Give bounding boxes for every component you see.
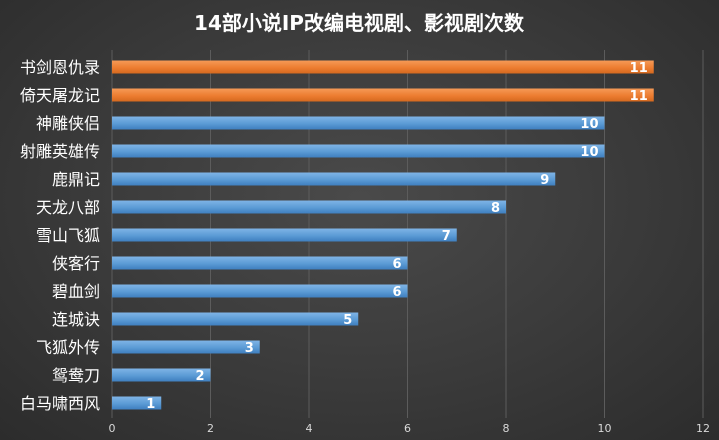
category-label: 鸳鸯刀: [52, 366, 100, 385]
data-label: 6: [392, 257, 401, 272]
data-label: 10: [580, 117, 598, 132]
bar: [112, 368, 211, 382]
data-label: 8: [491, 201, 500, 216]
category-label: 天龙八部: [36, 198, 100, 217]
bar: [112, 116, 605, 130]
bars: 11 11 10 10 9 8 7 6 6 5 3 2 1: [112, 60, 654, 412]
bar: [112, 256, 408, 270]
bar: [112, 144, 605, 158]
data-label: 1: [146, 397, 155, 412]
data-label: 11: [630, 61, 648, 76]
category-label: 雪山飞狐: [36, 226, 100, 245]
bar: [112, 396, 162, 410]
x-tick-label: 6: [404, 422, 411, 435]
x-tick-label: 12: [696, 422, 710, 435]
chart-title: 14部小说IP改编电视剧、影视剧次数: [194, 11, 525, 35]
bar: [112, 172, 556, 186]
data-label: 7: [442, 229, 451, 244]
bar: [112, 228, 457, 242]
x-tick-label: 0: [109, 422, 116, 435]
x-tick-label: 10: [598, 422, 612, 435]
bar: [112, 340, 260, 354]
data-label: 2: [195, 369, 204, 384]
category-label: 射雕英雄传: [20, 142, 100, 161]
category-label: 连城诀: [52, 310, 100, 329]
x-tick-label: 8: [503, 422, 510, 435]
data-label: 11: [630, 89, 648, 104]
bar: [112, 200, 506, 214]
category-label: 白马啸西风: [20, 394, 100, 413]
category-label: 侠客行: [52, 254, 100, 273]
data-label: 6: [392, 285, 401, 300]
bar: [112, 88, 654, 102]
bar: [112, 312, 359, 326]
data-label: 3: [245, 341, 254, 356]
category-label: 倚天屠龙记: [20, 86, 100, 105]
x-axis-ticks: 0 2 4 6 8 10 12: [109, 422, 711, 435]
category-label: 神雕侠侣: [36, 114, 100, 133]
data-label: 10: [580, 145, 598, 160]
data-label: 5: [343, 313, 352, 328]
x-tick-label: 2: [207, 422, 214, 435]
x-tick-label: 4: [306, 422, 313, 435]
category-labels: 书剑恩仇录倚天屠龙记神雕侠侣射雕英雄传鹿鼎记天龙八部雪山飞狐侠客行碧血剑连城诀飞…: [20, 58, 100, 413]
bar: [112, 284, 408, 298]
category-label: 书剑恩仇录: [20, 58, 100, 77]
data-label: 9: [540, 173, 549, 188]
category-label: 鹿鼎记: [52, 170, 100, 189]
bar: [112, 60, 654, 74]
category-label: 飞狐外传: [36, 338, 100, 357]
category-label: 碧血剑: [52, 282, 100, 301]
